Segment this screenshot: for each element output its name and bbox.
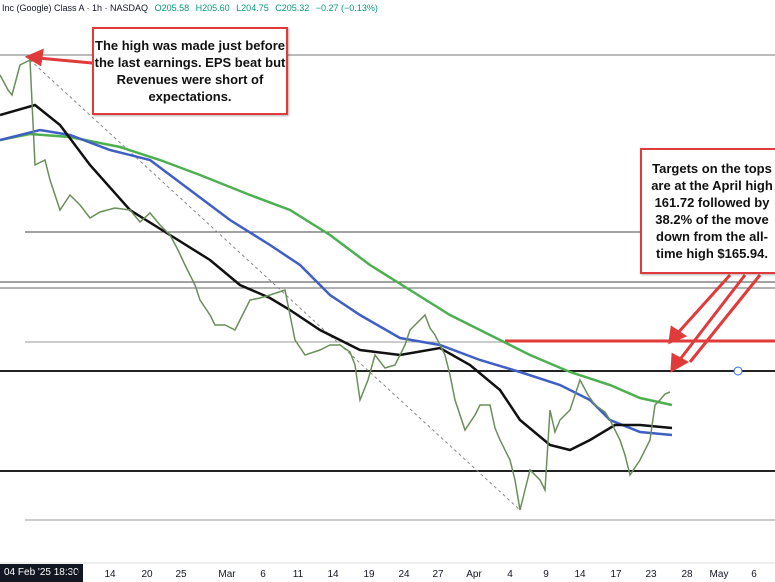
time-label: 4 (507, 569, 513, 580)
time-label: 6 (260, 569, 266, 580)
price-line (0, 58, 671, 511)
low: L204.75 (236, 3, 269, 13)
annotation-box: The high was made just before the last e… (92, 27, 288, 115)
time-label: 28 (681, 569, 693, 580)
symbol-header: Inc (Google) Class A · 1h · NASDAQ O205.… (2, 3, 382, 13)
time-label: 9 (543, 569, 549, 580)
arrow (688, 274, 762, 363)
time-label: 19 (363, 569, 375, 580)
arrow-head (24, 48, 44, 67)
time-label: 24 (398, 569, 410, 580)
time-label: 6 (751, 569, 757, 580)
arrow (37, 56, 93, 65)
annotation-box: Targets on the tops are at the April hig… (640, 148, 775, 274)
arrow-head (670, 352, 690, 373)
annotation-arrows (24, 48, 762, 373)
time-label: 14 (574, 569, 586, 580)
crosshair-date: 04 Feb '25 18:30 (0, 564, 83, 582)
trend-line (29, 59, 521, 511)
open: O205.58 (154, 3, 190, 13)
close: C205.32 (275, 3, 310, 13)
arrow-head (668, 325, 688, 345)
moving-average-green (0, 132, 673, 407)
time-label: 25 (175, 569, 187, 580)
time-label: May (709, 569, 729, 580)
time-label: Apr (466, 569, 482, 580)
time-label: Mar (218, 569, 236, 580)
line-handle (733, 366, 743, 376)
symbol: Inc (Google) Class A · 1h · NASDAQ (2, 3, 149, 13)
time-label: 20 (141, 569, 153, 580)
time-label: 27 (432, 569, 444, 580)
moving-average-blue (0, 128, 673, 437)
time-label: 17 (610, 569, 622, 580)
time-label: 11 (292, 569, 304, 580)
arrow (674, 273, 732, 337)
time-label: 14 (327, 569, 339, 580)
change: −0.27 (−0.13%) (315, 3, 378, 13)
time-label: 11 (69, 569, 81, 580)
arrow (676, 274, 747, 363)
horizontal-levels (0, 54, 775, 521)
moving-average-black (0, 103, 673, 452)
high: H205.60 (195, 3, 230, 13)
time-label: 14 (104, 569, 116, 580)
time-label: 23 (645, 569, 657, 580)
